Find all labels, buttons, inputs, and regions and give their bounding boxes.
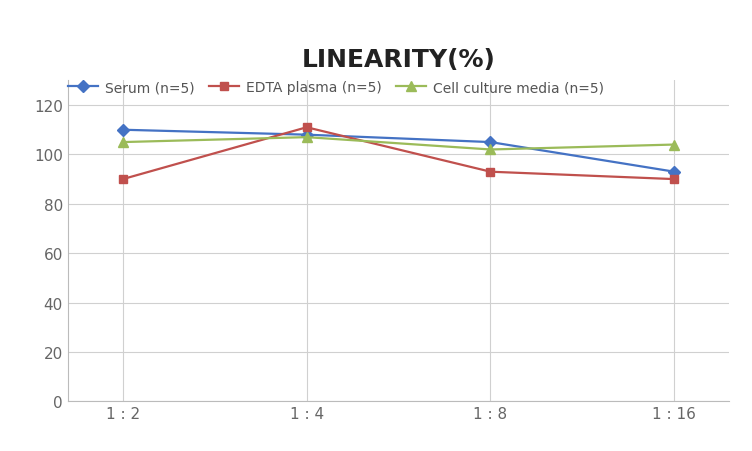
EDTA plasma (n=5): [670, 177, 679, 182]
Title: LINEARITY(%): LINEARITY(%): [302, 48, 496, 72]
EDTA plasma (n=5): [486, 170, 495, 175]
Cell culture media (n=5): [302, 135, 311, 141]
Cell culture media (n=5): [118, 140, 127, 146]
EDTA plasma (n=5): [118, 177, 127, 182]
Line: EDTA plasma (n=5): EDTA plasma (n=5): [119, 124, 678, 184]
Legend: Serum (n=5), EDTA plasma (n=5), Cell culture media (n=5): Serum (n=5), EDTA plasma (n=5), Cell cul…: [68, 81, 605, 95]
EDTA plasma (n=5): [302, 125, 311, 131]
Serum (n=5): [118, 128, 127, 133]
Line: Cell culture media (n=5): Cell culture media (n=5): [118, 133, 679, 155]
Line: Serum (n=5): Serum (n=5): [119, 126, 678, 176]
Serum (n=5): [670, 170, 679, 175]
Serum (n=5): [486, 140, 495, 146]
Serum (n=5): [302, 133, 311, 138]
Cell culture media (n=5): [486, 147, 495, 153]
Cell culture media (n=5): [670, 143, 679, 148]
